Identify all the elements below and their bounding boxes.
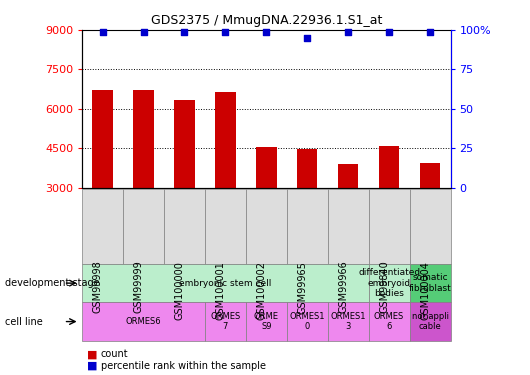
Text: ORMES1
3: ORMES1 3 bbox=[330, 312, 366, 331]
Point bbox=[221, 28, 229, 34]
Bar bbox=[379, 146, 399, 188]
Point bbox=[180, 28, 189, 34]
Bar bbox=[297, 149, 317, 188]
Text: GSM100000: GSM100000 bbox=[174, 261, 184, 320]
Point bbox=[99, 28, 107, 34]
Text: development stage: development stage bbox=[5, 278, 100, 288]
Point bbox=[385, 28, 393, 34]
Text: GSM99965: GSM99965 bbox=[297, 261, 307, 314]
Point bbox=[139, 28, 148, 34]
Bar bbox=[134, 90, 154, 188]
Bar bbox=[174, 100, 195, 188]
Text: ORMES
6: ORMES 6 bbox=[374, 312, 404, 331]
Text: GSM100002: GSM100002 bbox=[257, 261, 266, 320]
Bar bbox=[215, 92, 236, 188]
Text: GSM100004: GSM100004 bbox=[420, 261, 430, 320]
Text: GSM100001: GSM100001 bbox=[215, 261, 225, 320]
Point bbox=[426, 28, 434, 34]
Point bbox=[303, 35, 312, 41]
Text: not appli
cable: not appli cable bbox=[411, 312, 448, 331]
Bar bbox=[338, 164, 358, 188]
Point bbox=[262, 28, 270, 34]
Text: count: count bbox=[101, 350, 128, 359]
Text: differentiated
embryoid
bodies: differentiated embryoid bodies bbox=[358, 268, 420, 298]
Text: ORME
S9: ORME S9 bbox=[254, 312, 279, 331]
Text: GSM99840: GSM99840 bbox=[379, 261, 389, 314]
Bar bbox=[256, 147, 277, 188]
Text: percentile rank within the sample: percentile rank within the sample bbox=[101, 361, 266, 370]
Text: ORMES1
0: ORMES1 0 bbox=[289, 312, 325, 331]
Text: somatic
fibroblast: somatic fibroblast bbox=[409, 273, 452, 293]
Text: ORMES6: ORMES6 bbox=[126, 317, 161, 326]
Text: ■: ■ bbox=[87, 350, 98, 359]
Text: ■: ■ bbox=[87, 361, 98, 370]
Text: embryonic stem cell: embryonic stem cell bbox=[179, 279, 271, 288]
Text: GSM99966: GSM99966 bbox=[338, 261, 348, 314]
Text: cell line: cell line bbox=[5, 316, 43, 327]
Text: ORMES
7: ORMES 7 bbox=[210, 312, 241, 331]
Text: GSM99998: GSM99998 bbox=[93, 261, 103, 314]
Bar bbox=[92, 90, 113, 188]
Bar bbox=[420, 163, 440, 188]
Title: GDS2375 / MmugDNA.22936.1.S1_at: GDS2375 / MmugDNA.22936.1.S1_at bbox=[151, 15, 382, 27]
Point bbox=[344, 28, 352, 34]
Text: GSM99999: GSM99999 bbox=[134, 261, 144, 314]
